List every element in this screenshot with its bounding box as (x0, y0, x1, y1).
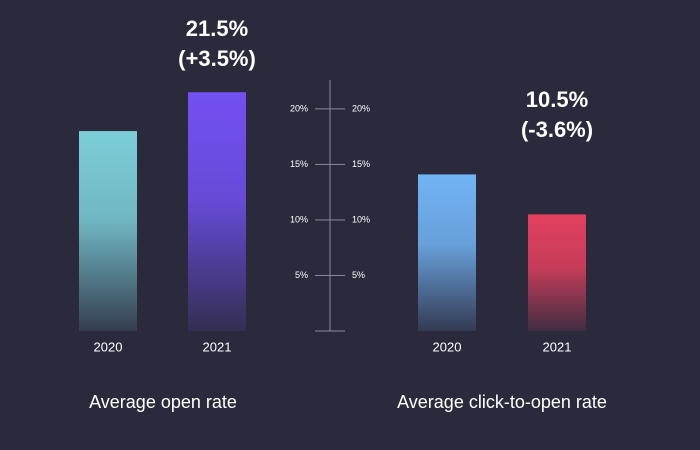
y-tick-label: 10% (290, 214, 308, 224)
y-tick-label: 20% (352, 103, 370, 113)
x-tick-label: 2021 (543, 339, 572, 354)
y-tick-label: 15% (290, 159, 308, 169)
bar (188, 92, 246, 331)
chart-title: Average open rate (89, 392, 237, 412)
chart-title: Average click-to-open rate (397, 392, 607, 412)
y-tick-label: 15% (352, 159, 370, 169)
y-tick-label: 5% (352, 270, 365, 280)
y-tick-label: 20% (290, 103, 308, 113)
y-tick-label: 5% (295, 270, 308, 280)
annotation: (+3.5%) (178, 46, 256, 71)
bar (418, 174, 476, 331)
annotation: (-3.6%) (521, 117, 593, 142)
x-tick-label: 2020 (94, 339, 123, 354)
x-tick-label: 2020 (433, 339, 462, 354)
x-tick-label: 2021 (203, 339, 232, 354)
bar (528, 214, 586, 331)
value-label: 10.5% (526, 87, 588, 112)
value-label: 21.5% (186, 16, 248, 41)
y-tick-label: 10% (352, 214, 370, 224)
bar (79, 131, 137, 331)
